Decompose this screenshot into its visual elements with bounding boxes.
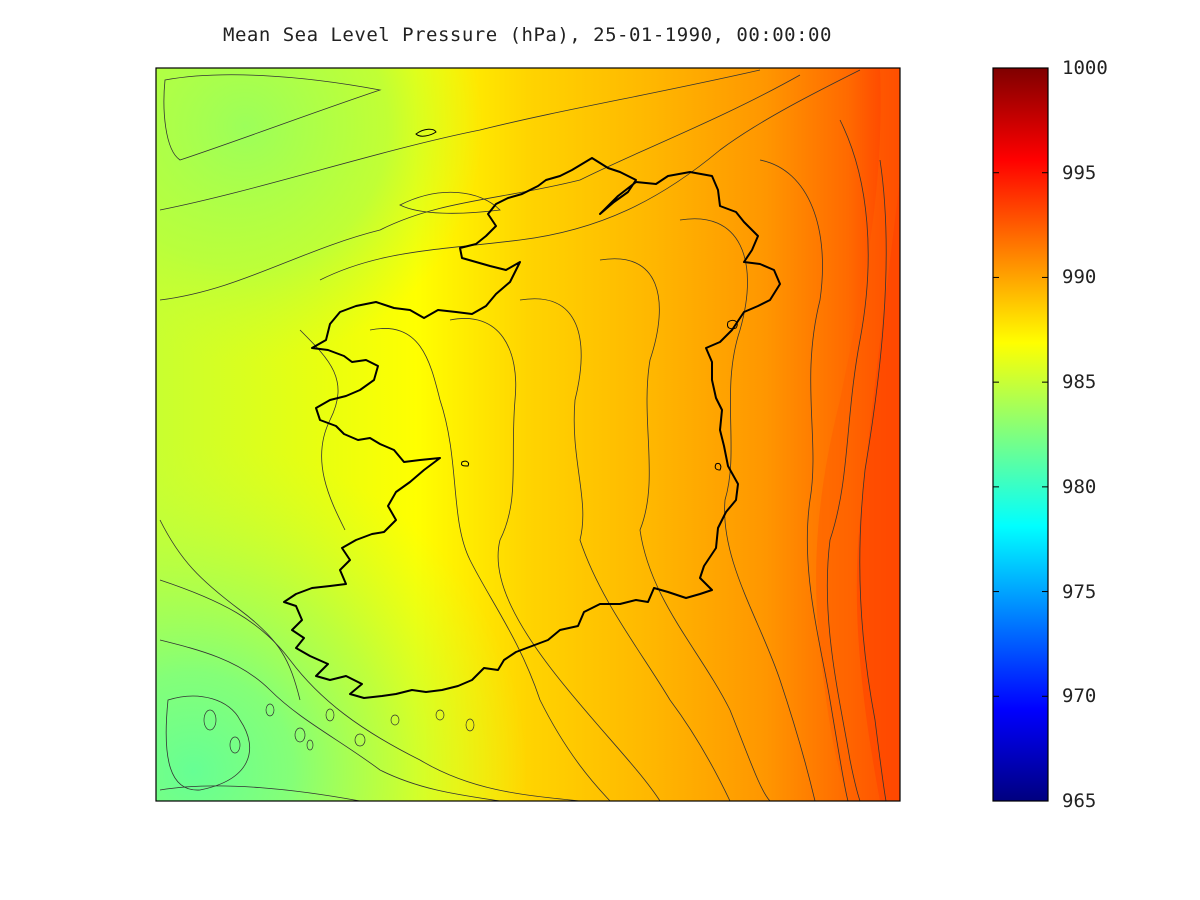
isobar-contours (159, 69, 887, 801)
colorbar-tick-label: 980 (1062, 475, 1097, 498)
colorbar-tick-label: 1000 (1062, 57, 1108, 79)
colorbar-tick-label: 985 (1062, 371, 1097, 394)
colorbar (992, 67, 1049, 802)
colorbar-tick-label: 990 (1062, 266, 1097, 289)
pressure-field (156, 68, 900, 801)
colorbar-tick-label: 995 (1062, 161, 1097, 184)
colorbar-tick-label: 975 (1062, 580, 1097, 603)
map-title: Mean Sea Level Pressure (hPa), 25-01-199… (223, 24, 832, 46)
colorbar-frame (992, 67, 1049, 802)
plot-frame (155, 67, 901, 802)
colorbar-tick-label: 965 (1062, 790, 1097, 812)
colorbar-gradient (993, 68, 1048, 801)
colorbar-tick-label: 970 (1062, 685, 1097, 708)
coastline (283, 157, 781, 699)
coastline-islands (415, 128, 738, 471)
coastal-contour-blobs (203, 703, 475, 754)
